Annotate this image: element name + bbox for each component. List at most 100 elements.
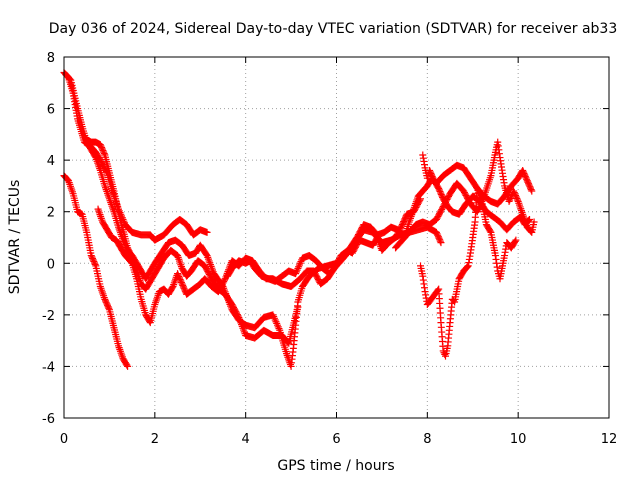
data-point — [506, 196, 514, 204]
data-point — [463, 264, 471, 272]
plot-frame — [63, 56, 610, 419]
data-point — [123, 361, 131, 369]
data-point — [297, 258, 305, 266]
data-point — [102, 298, 110, 306]
data-point — [168, 284, 176, 292]
data-point — [271, 316, 279, 324]
data-point — [99, 147, 107, 155]
data-point — [428, 171, 436, 179]
series-trace-4 — [83, 136, 302, 347]
data-point — [124, 244, 132, 252]
data-point — [294, 303, 302, 311]
data-point — [524, 217, 532, 225]
data-point — [435, 185, 443, 193]
data-point — [399, 219, 407, 227]
data-point — [398, 221, 406, 229]
data-point — [96, 141, 104, 149]
y-tick-label: -2 — [42, 309, 55, 324]
data-point — [177, 278, 185, 286]
data-points — [60, 68, 538, 370]
data-point — [102, 297, 110, 305]
x-tick-label: 12 — [601, 432, 618, 447]
data-point — [433, 230, 441, 238]
data-point — [524, 178, 532, 186]
data-point — [97, 142, 105, 150]
data-point — [525, 181, 533, 189]
data-point — [438, 192, 446, 200]
data-point — [90, 257, 98, 265]
data-point — [101, 295, 109, 303]
data-point — [202, 250, 210, 258]
data-point — [175, 274, 183, 282]
data-point — [91, 260, 99, 268]
data-point — [522, 174, 530, 182]
data-point — [89, 256, 97, 264]
data-point — [100, 148, 108, 156]
data-point — [177, 277, 185, 285]
data-point — [295, 261, 303, 269]
data-point — [270, 313, 278, 321]
data-point — [434, 286, 442, 294]
data-point — [294, 264, 302, 272]
data-point — [520, 169, 528, 177]
x-tick-label: 10 — [510, 432, 527, 447]
data-point — [126, 248, 134, 256]
data-point — [296, 259, 304, 267]
data-point — [179, 283, 187, 291]
data-point — [89, 254, 97, 262]
data-point — [273, 321, 281, 329]
data-point — [435, 186, 443, 194]
data-point — [486, 227, 494, 235]
data-point — [525, 216, 533, 224]
data-point — [220, 276, 228, 284]
data-point — [428, 172, 436, 180]
data-point — [521, 172, 529, 180]
data-point — [98, 145, 106, 153]
data-point — [176, 275, 184, 283]
x-tick-label: 8 — [423, 432, 431, 447]
x-tick-label: 2 — [151, 432, 159, 447]
data-point — [506, 194, 514, 202]
data-point — [426, 166, 434, 174]
data-point — [105, 304, 113, 312]
data-point — [292, 270, 300, 278]
data-point — [100, 150, 108, 158]
data-point — [103, 301, 111, 309]
data-point — [434, 233, 442, 241]
data-point — [510, 187, 518, 195]
data-point — [512, 236, 520, 244]
data-point — [523, 175, 531, 183]
data-point — [103, 300, 111, 308]
data-point — [273, 319, 281, 327]
x-tick-label: 6 — [332, 432, 340, 447]
series-trace-9 — [417, 185, 520, 360]
data-point — [104, 303, 112, 311]
data-point — [429, 174, 437, 182]
data-point — [63, 175, 71, 183]
data-point — [437, 239, 445, 247]
data-point — [203, 228, 211, 236]
data-point — [269, 311, 277, 319]
data-point — [519, 168, 527, 176]
data-point — [181, 286, 189, 294]
data-point — [526, 183, 534, 191]
data-point — [426, 168, 434, 176]
y-axis-label: SDTVAR / TECUs — [7, 180, 23, 295]
data-point — [174, 270, 182, 278]
data-point — [87, 252, 95, 260]
data-point — [274, 323, 282, 331]
y-tick-label: 8 — [47, 51, 55, 66]
data-point — [436, 236, 444, 244]
data-point — [523, 177, 531, 185]
y-tick-label: 2 — [47, 206, 55, 221]
data-point — [90, 259, 98, 267]
data-point — [513, 194, 521, 202]
data-point — [293, 266, 301, 274]
data-point — [436, 237, 444, 245]
data-point — [437, 190, 445, 198]
data-point — [511, 237, 519, 245]
data-point — [178, 280, 186, 288]
data-point — [427, 169, 435, 177]
data-point — [234, 312, 242, 320]
